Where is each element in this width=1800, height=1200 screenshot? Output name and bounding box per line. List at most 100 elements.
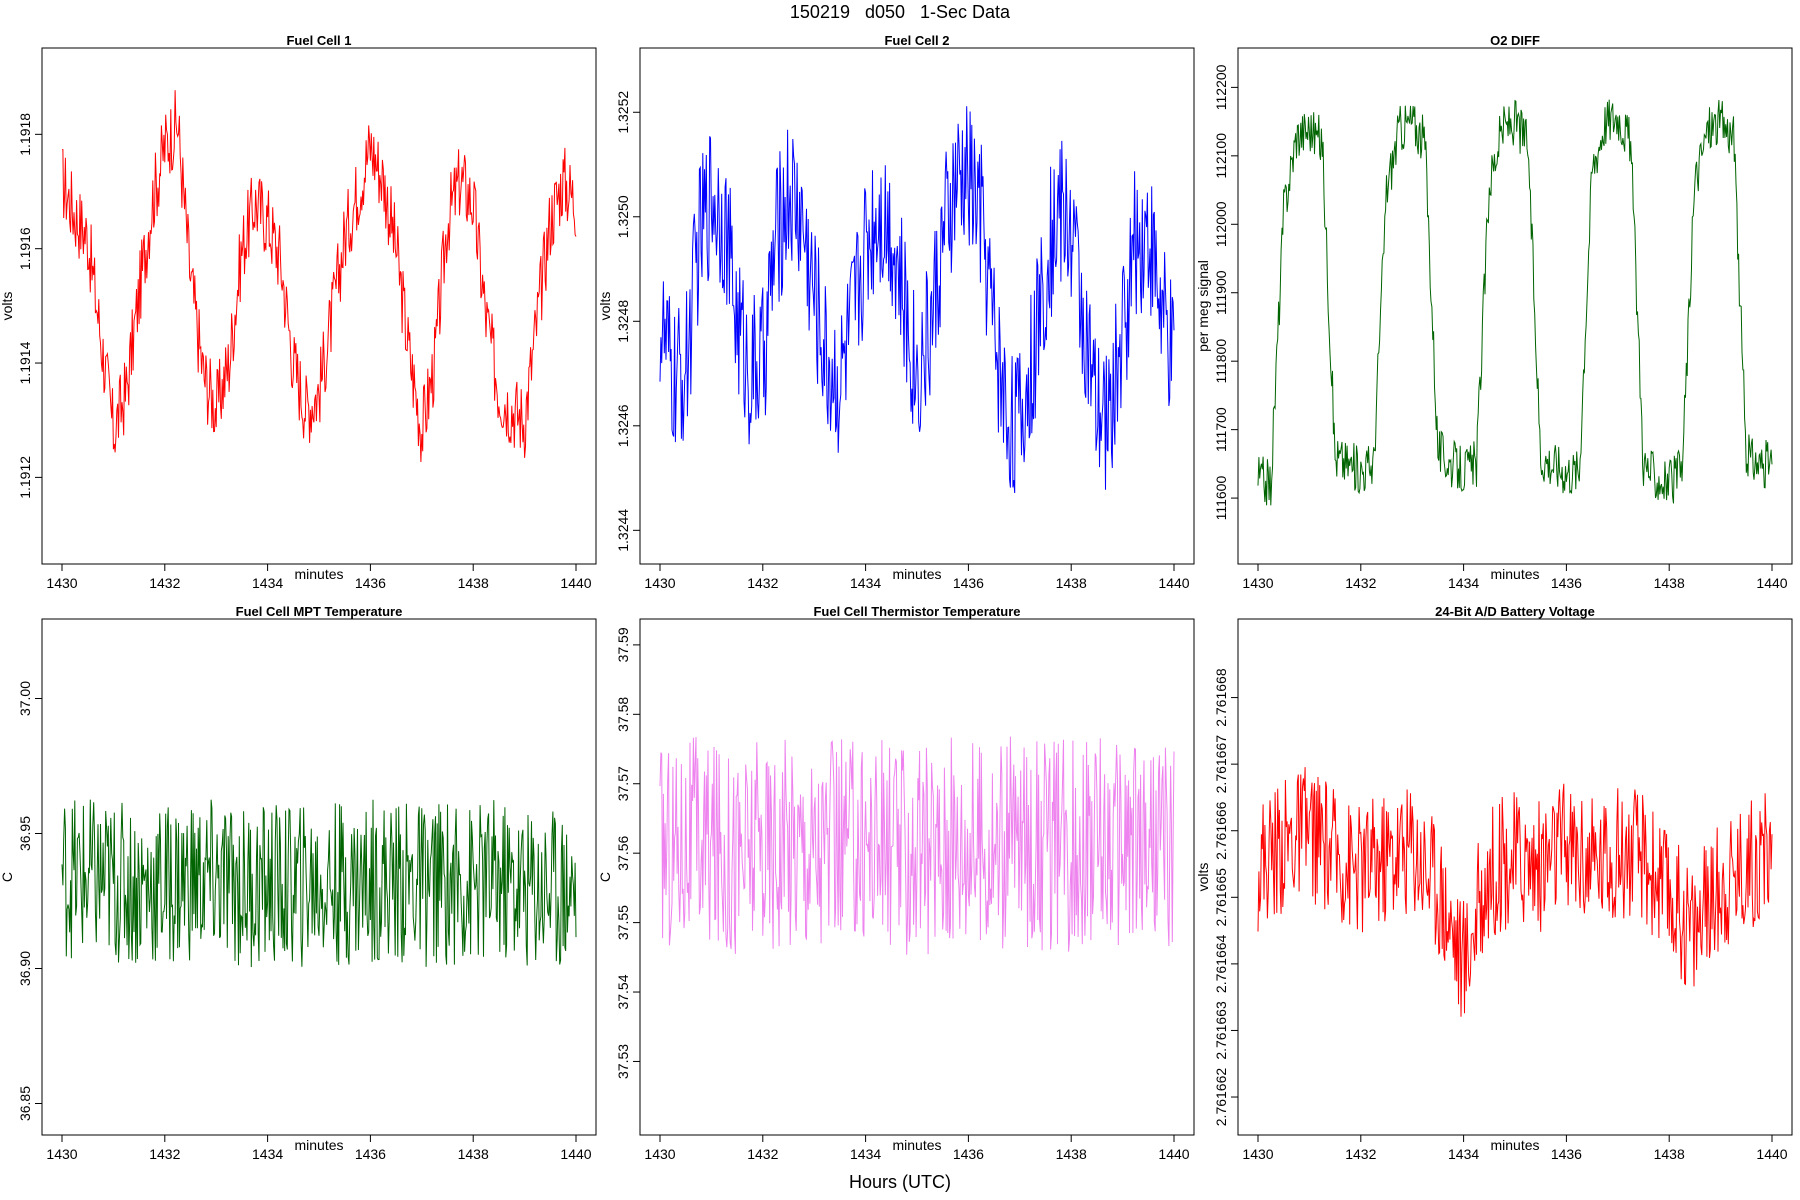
- panel-5: Fuel Cell Thermistor Temperature 1430 1432…: [597, 604, 1195, 1162]
- series-line: [61, 799, 577, 968]
- x-tick-label: 1438: [1056, 1146, 1087, 1162]
- x-tick-label: 1432: [1345, 1146, 1376, 1162]
- x-axis-label: minutes: [892, 1137, 941, 1153]
- y-axis-label: per meg signal: [1195, 260, 1211, 352]
- x-tick-label: 1440: [1158, 575, 1189, 591]
- plot-frame: [41, 47, 597, 565]
- y-tick-label: 37.00: [17, 681, 33, 716]
- x-tick-label: 1432: [149, 575, 180, 591]
- x-axis-footer-label: Hours (UTC): [849, 1172, 951, 1192]
- y-tick-label: 112100: [1213, 133, 1229, 179]
- x-tick-label: 1438: [1654, 1146, 1685, 1162]
- y-axis-label: volts: [597, 292, 613, 321]
- x-axis-label: minutes: [1490, 566, 1539, 582]
- x-tick-label: 1440: [1756, 575, 1787, 591]
- x-tick-label: 1438: [1056, 575, 1087, 591]
- x-axis-label: minutes: [294, 566, 343, 582]
- panel-title: 24-Bit A/D Battery Voltage: [1435, 604, 1595, 619]
- panel-3: O2 DIFF 1430 1432 1434 1436 1438 1440 minutes 11…: [1195, 33, 1793, 591]
- x-tick-label: 1440: [1158, 1146, 1189, 1162]
- x-axis-label: minutes: [294, 1137, 343, 1153]
- y-tick-label: 37.57: [615, 766, 631, 801]
- x-axis-label: minutes: [892, 566, 941, 582]
- series-line: [659, 736, 1175, 955]
- y-tick-label: 2.761664: [1213, 934, 1229, 993]
- y-tick-label: 37.53: [615, 1044, 631, 1079]
- x-tick-label: 1430: [1242, 1146, 1273, 1162]
- x-tick-label: 1436: [953, 575, 984, 591]
- x-tick-label: 1436: [355, 1146, 386, 1162]
- x-tick-label: 1438: [1654, 575, 1685, 591]
- x-tick-label: 1440: [560, 575, 591, 591]
- series-line: [1257, 767, 1773, 1017]
- x-tick-label: 1436: [355, 575, 386, 591]
- panel-title: Fuel Cell MPT Temperature: [236, 604, 403, 619]
- y-axis-label: volts: [1195, 863, 1211, 892]
- x-tick-label: 1434: [850, 575, 881, 591]
- x-tick-label: 1434: [1448, 575, 1479, 591]
- panel-title: O2 DIFF: [1490, 33, 1540, 48]
- panel-title: Fuel Cell Thermistor Temperature: [813, 604, 1020, 619]
- y-tick-label: 111800: [1213, 339, 1229, 384]
- series-line: [61, 90, 577, 463]
- y-tick-label: 1.3248: [615, 300, 631, 343]
- x-tick-label: 1440: [1756, 1146, 1787, 1162]
- panel-title: Fuel Cell 2: [884, 33, 949, 48]
- y-tick-label: 112000: [1213, 201, 1229, 247]
- y-tick-label: 1.1914: [17, 341, 33, 384]
- x-tick-label: 1434: [1448, 1146, 1479, 1162]
- y-tick-label: 2.761663: [1213, 1001, 1229, 1060]
- x-tick-label: 1432: [1345, 575, 1376, 591]
- y-tick-label: 1.1918: [17, 113, 33, 156]
- plot-frame: [1237, 618, 1793, 1136]
- y-tick-label: 2.761662: [1213, 1068, 1229, 1127]
- series-line: [659, 106, 1175, 494]
- y-tick-label: 111600: [1213, 476, 1229, 521]
- y-tick-label: 1.3252: [615, 91, 631, 134]
- y-tick-label: 2.761666: [1213, 801, 1229, 860]
- panel-6: 24-Bit A/D Battery Voltage 1430 1432 1434 14…: [1195, 604, 1793, 1162]
- series-line: [1257, 99, 1773, 506]
- x-tick-label: 1434: [252, 1146, 283, 1162]
- y-tick-label: 1.1916: [17, 227, 33, 270]
- y-tick-label: 37.56: [615, 835, 631, 870]
- x-tick-label: 1436: [1551, 1146, 1582, 1162]
- x-tick-label: 1432: [747, 575, 778, 591]
- plot-frame: [41, 618, 597, 1136]
- x-tick-label: 1432: [149, 1146, 180, 1162]
- y-axis-label: C: [0, 872, 15, 882]
- x-tick-label: 1434: [252, 575, 283, 591]
- x-tick-label: 1438: [458, 1146, 489, 1162]
- y-tick-label: 111900: [1213, 270, 1229, 315]
- y-axis-label: volts: [0, 292, 15, 321]
- y-tick-label: 37.58: [615, 697, 631, 732]
- x-tick-label: 1430: [644, 1146, 675, 1162]
- x-tick-label: 1436: [1551, 575, 1582, 591]
- y-tick-label: 36.90: [17, 951, 33, 986]
- y-tick-label: 1.3246: [615, 404, 631, 447]
- x-tick-label: 1430: [1242, 575, 1273, 591]
- y-tick-label: 36.85: [17, 1086, 33, 1121]
- x-tick-label: 1430: [46, 575, 77, 591]
- x-tick-label: 1432: [747, 1146, 778, 1162]
- y-tick-label: 1.3244: [615, 509, 631, 552]
- panel-title: Fuel Cell 1: [286, 33, 351, 48]
- figure-title: 150219 d050 1-Sec Data: [789, 2, 1011, 22]
- x-tick-label: 1436: [953, 1146, 984, 1162]
- y-tick-label: 2.761665: [1213, 868, 1229, 927]
- y-tick-label: 112200: [1213, 64, 1229, 110]
- y-tick-label: 1.1912: [17, 456, 33, 499]
- x-tick-label: 1438: [458, 575, 489, 591]
- x-axis-label: minutes: [1490, 1137, 1539, 1153]
- y-tick-label: 37.54: [615, 974, 631, 1009]
- y-tick-label: 2.761668: [1213, 668, 1229, 727]
- x-tick-label: 1434: [850, 1146, 881, 1162]
- y-tick-label: 37.55: [615, 905, 631, 940]
- panel-1: Fuel Cell 1 1430 1432 1434 1436 1438 1440 minut…: [0, 33, 597, 591]
- x-tick-label: 1440: [560, 1146, 591, 1162]
- y-tick-label: 2.761667: [1213, 735, 1229, 794]
- y-tick-label: 111700: [1213, 407, 1229, 452]
- panel-4: Fuel Cell MPT Temperature 1430 1432 1434 143…: [0, 604, 597, 1162]
- y-tick-label: 1.3250: [615, 195, 631, 238]
